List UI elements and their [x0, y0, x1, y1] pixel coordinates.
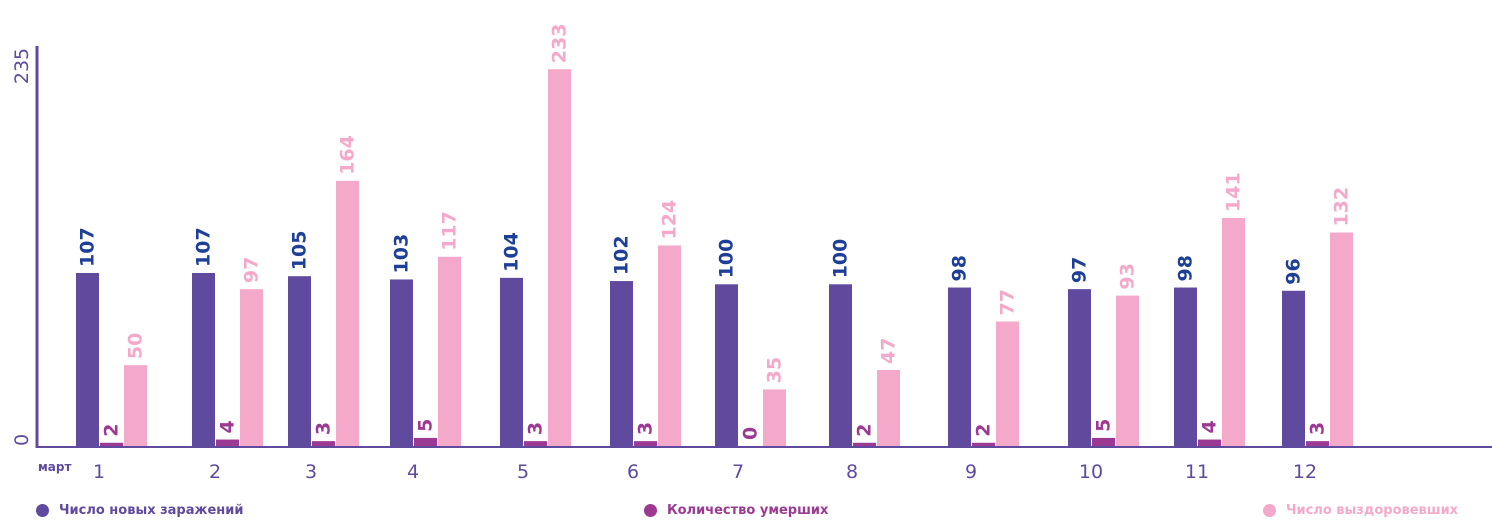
bar — [288, 276, 311, 446]
legend-marker-new-infections — [36, 503, 49, 517]
data-label: 100 — [716, 239, 738, 279]
data-label: 3 — [1307, 422, 1329, 435]
data-label: 0 — [740, 427, 762, 440]
bar — [192, 272, 215, 446]
data-label: 102 — [611, 235, 633, 275]
bar — [996, 321, 1019, 446]
bar — [1306, 441, 1329, 446]
data-label: 3 — [313, 422, 335, 435]
data-label: 5 — [415, 419, 437, 432]
bar — [1092, 437, 1115, 446]
bar — [948, 287, 971, 446]
bar — [216, 439, 239, 446]
bar — [610, 281, 633, 446]
bar — [1282, 290, 1305, 446]
bar — [414, 437, 437, 446]
bar — [240, 289, 263, 446]
bar — [100, 442, 123, 446]
bar — [634, 441, 657, 446]
data-label: 104 — [501, 232, 523, 272]
data-label: 103 — [391, 234, 413, 274]
legend-item-new-infections: Число новых заражений — [36, 498, 243, 522]
legend-item-recovered: Число выздоровевших — [1263, 498, 1458, 522]
y-tick-label: 235 — [11, 48, 33, 84]
legend-item-deaths: Количество умерших — [644, 498, 828, 522]
data-label: 2 — [854, 424, 876, 437]
bar — [972, 442, 995, 446]
data-label: 100 — [830, 239, 852, 279]
bar — [390, 279, 413, 446]
x-tick-label: 7 — [732, 461, 744, 483]
bar — [658, 245, 681, 446]
data-label: 164 — [337, 135, 359, 175]
data-label: 107 — [77, 227, 99, 267]
data-label: 47 — [878, 338, 900, 364]
x-tick-label: 5 — [517, 461, 529, 483]
data-label: 2 — [973, 424, 995, 437]
bar — [438, 256, 461, 446]
legend-marker-deaths — [644, 503, 657, 517]
legend-label-recovered: Число выздоровевших — [1286, 502, 1459, 518]
bar — [853, 442, 876, 446]
data-label: 96 — [1283, 258, 1305, 284]
x-tick-label: 9 — [965, 461, 977, 483]
data-label: 233 — [549, 24, 571, 64]
bar — [1068, 289, 1091, 446]
data-label: 5 — [1093, 419, 1115, 432]
data-label: 132 — [1331, 187, 1353, 227]
x-axis-month-label: март — [38, 460, 71, 474]
x-tick-label: 4 — [407, 461, 419, 483]
x-tick-label: 11 — [1185, 461, 1209, 483]
x-tick-label: 6 — [627, 461, 639, 483]
bar — [829, 284, 852, 446]
legend-marker-recovered — [1263, 503, 1276, 517]
legend-label-deaths: Количество умерших — [667, 502, 829, 518]
bar — [763, 389, 786, 446]
bar — [312, 441, 335, 446]
data-label: 50 — [125, 333, 147, 359]
x-tick-label: 8 — [846, 461, 858, 483]
bar — [76, 272, 99, 446]
data-label: 4 — [1199, 420, 1221, 433]
x-tick-label: 12 — [1293, 461, 1317, 483]
data-label: 2 — [101, 424, 123, 437]
bar — [124, 365, 147, 446]
bar — [1330, 232, 1353, 446]
bar — [500, 277, 523, 446]
data-label: 35 — [764, 357, 786, 383]
x-tick-label: 2 — [209, 461, 221, 483]
data-label: 97 — [1069, 257, 1091, 283]
bar — [1116, 295, 1139, 446]
data-label: 105 — [289, 231, 311, 271]
bar — [524, 441, 547, 446]
data-label: 107 — [193, 227, 215, 267]
data-label: 98 — [1175, 255, 1197, 281]
bar — [1174, 287, 1197, 446]
x-tick-label: 3 — [305, 461, 317, 483]
bar — [1222, 218, 1245, 446]
data-label: 117 — [439, 211, 461, 251]
x-tick-label: 1 — [93, 461, 105, 483]
data-label: 4 — [217, 420, 239, 433]
x-tick-label: 10 — [1079, 461, 1103, 483]
bar — [877, 370, 900, 446]
bar — [548, 69, 571, 446]
data-label: 124 — [659, 200, 681, 240]
bar — [1198, 439, 1221, 446]
y-tick-label: 0 — [11, 434, 33, 446]
data-label: 141 — [1223, 172, 1245, 212]
data-label: 77 — [997, 289, 1019, 315]
data-label: 97 — [241, 257, 263, 283]
bar — [715, 284, 738, 446]
data-label: 3 — [635, 422, 657, 435]
bar — [336, 180, 359, 446]
data-label: 93 — [1117, 263, 1139, 289]
data-label: 98 — [949, 255, 971, 281]
legend-label-new-infections: Число новых заражений — [59, 502, 244, 518]
data-label: 3 — [525, 422, 547, 435]
